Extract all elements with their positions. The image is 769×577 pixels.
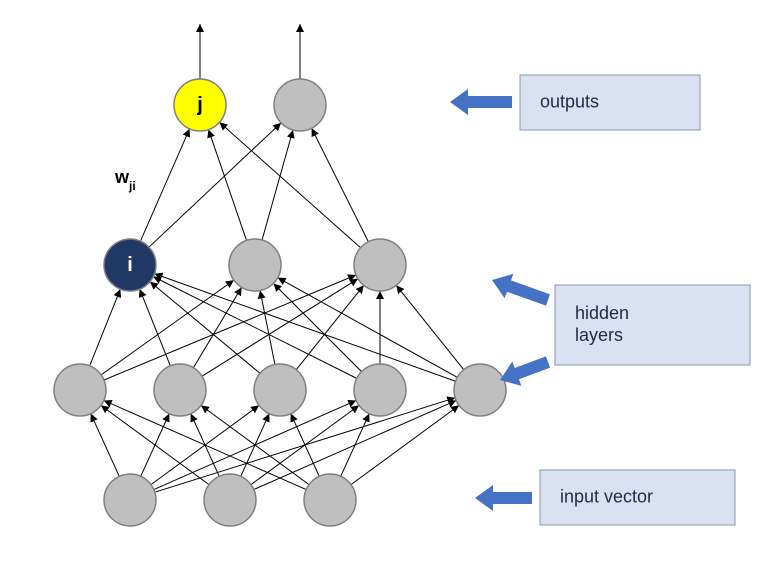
node xyxy=(104,474,156,526)
node xyxy=(354,364,406,416)
edge xyxy=(312,128,369,241)
node xyxy=(154,364,206,416)
node xyxy=(454,364,506,416)
callout-text: layers xyxy=(575,325,623,345)
layer-input xyxy=(104,474,356,526)
edge xyxy=(101,280,234,375)
edge xyxy=(341,414,369,477)
edge xyxy=(262,130,293,240)
edge xyxy=(153,277,356,379)
callout-text: input vector xyxy=(560,487,653,507)
node xyxy=(304,474,356,526)
layer-hidden2 xyxy=(104,239,406,291)
edge xyxy=(149,123,281,247)
callout: hiddenlayers xyxy=(492,274,750,386)
node xyxy=(274,79,326,131)
weight-label: wji xyxy=(114,167,136,193)
edge xyxy=(154,274,455,382)
callout-arrow xyxy=(492,274,550,306)
callout: outputs xyxy=(450,75,700,130)
callout-text: hidden xyxy=(575,303,629,323)
neural-net-diagram: i j wji outputs hiddenlayers input vector xyxy=(0,0,769,577)
callout-arrow xyxy=(450,89,512,115)
edge xyxy=(140,129,189,241)
node-label-i: i xyxy=(127,254,133,276)
edge xyxy=(396,285,464,369)
node-label-j: j xyxy=(196,94,203,116)
edge xyxy=(140,289,171,366)
edge xyxy=(260,290,275,364)
edge xyxy=(150,282,260,374)
callout-text: outputs xyxy=(540,92,599,112)
edge xyxy=(90,289,121,366)
callout-arrow xyxy=(500,356,550,385)
edge xyxy=(208,130,246,241)
callout-arrow xyxy=(475,485,532,511)
node xyxy=(54,364,106,416)
node xyxy=(204,474,256,526)
node xyxy=(254,364,306,416)
edge xyxy=(202,279,358,376)
edge xyxy=(91,414,119,477)
node xyxy=(354,239,406,291)
node xyxy=(229,239,281,291)
callout: input vector xyxy=(475,470,735,525)
